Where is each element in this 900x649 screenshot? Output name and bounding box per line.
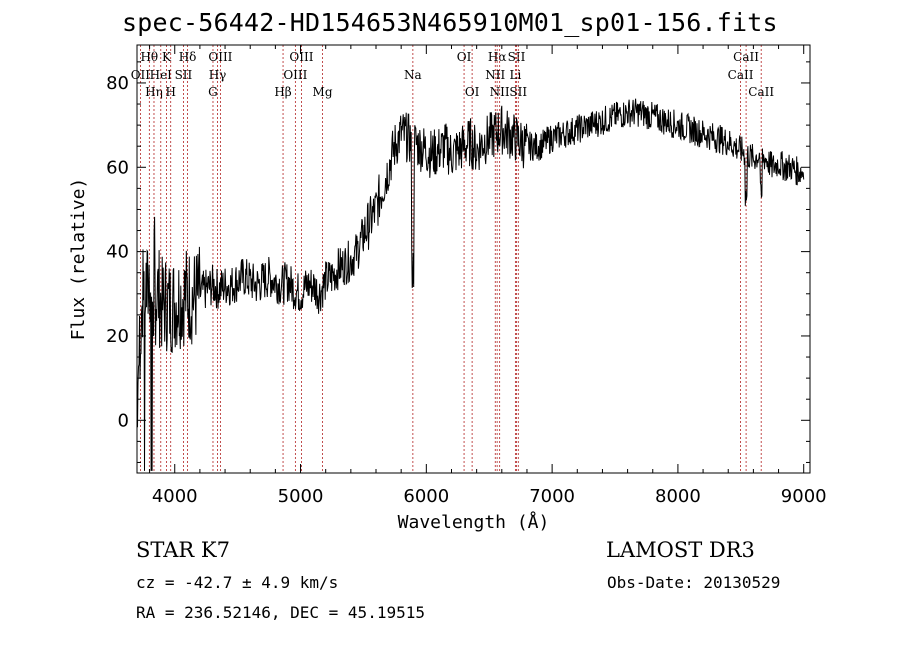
- y-tick-label: 60: [106, 157, 129, 178]
- spectral-line-label: CaII: [728, 68, 754, 82]
- object-class: STAR K7: [136, 538, 230, 562]
- y-axis-label: Flux (relative): [68, 178, 89, 341]
- spectral-line-label: SII: [508, 50, 526, 64]
- spectral-line-label: NII: [485, 68, 505, 82]
- spectral-line-label: SII: [175, 68, 193, 82]
- x-tick-label: 8000: [655, 486, 701, 507]
- ra-dec: RA = 236.52146, DEC = 45.19515: [136, 603, 425, 622]
- spectral-line-label: OIII: [208, 50, 232, 64]
- spectral-line-label: Hβ: [274, 85, 291, 99]
- spectral-line-label: CaII: [748, 85, 774, 99]
- x-tick-label: 4000: [152, 486, 198, 507]
- x-tick-label: 5000: [278, 486, 324, 507]
- y-tick-label: 20: [106, 326, 129, 347]
- spectral-line-label: NII: [490, 85, 510, 99]
- spectral-line-label: OII: [131, 68, 151, 82]
- spectral-line-label: OIII: [289, 50, 313, 64]
- spectral-line-label: SII: [509, 85, 527, 99]
- spectral-line-label: Hγ: [209, 68, 227, 82]
- spectrum-line: [136, 98, 805, 471]
- spectral-line-label: HeI: [150, 68, 173, 82]
- spectral-line-label: Mg: [313, 85, 333, 99]
- spectral-line-label: Na: [404, 68, 422, 82]
- obs-date: Obs-Date: 20130529: [607, 573, 781, 592]
- spectral-line-label: Hδ: [179, 50, 197, 64]
- chart-title: spec-56442-HD154653N465910M01_sp01-156.f…: [122, 8, 778, 37]
- survey-name: LAMOST DR3: [606, 538, 755, 562]
- x-axis-label: Wavelength (Å): [398, 511, 550, 533]
- spectral-line-label: OI: [465, 85, 480, 99]
- spectral-line-label: Li: [509, 68, 521, 82]
- x-tick-label: 6000: [403, 486, 449, 507]
- spectral-line-label: OI: [457, 50, 472, 64]
- spectral-line-label: Hα: [488, 50, 507, 64]
- spectral-line-label: Hη: [145, 85, 163, 99]
- spectral-line-label: OIII: [283, 68, 307, 82]
- x-tick-label: 7000: [529, 486, 575, 507]
- y-tick-label: 80: [106, 73, 129, 94]
- spectral-line-label: H: [165, 85, 175, 99]
- spectral-line-label: K: [162, 50, 172, 64]
- redshift-cz: cz = -42.7 ± 4.9 km/s: [136, 573, 339, 592]
- x-tick-label: 9000: [781, 486, 827, 507]
- spectral-line-label: Hθ: [140, 50, 158, 64]
- y-tick-label: 40: [106, 242, 129, 263]
- spectral-line-label: CaII: [733, 50, 759, 64]
- y-tick-label: 0: [118, 410, 129, 431]
- spectral-line-label: G: [208, 85, 218, 99]
- plot-frame: [136, 44, 811, 474]
